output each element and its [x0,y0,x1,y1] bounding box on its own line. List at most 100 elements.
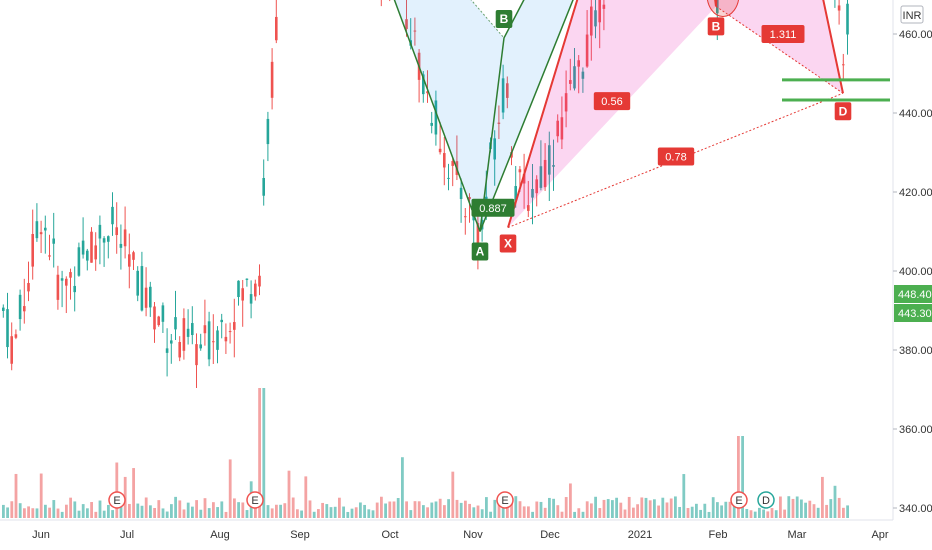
candle-body [476,223,480,244]
candle-body [153,306,156,330]
red-bcd-fill [716,0,843,94]
volume-bar [443,505,446,518]
volume-bar [699,509,702,518]
volume-bar [149,505,152,518]
candle-body [170,340,173,344]
candle-body [535,179,538,194]
volume-bar [737,436,740,518]
candle-body [590,6,593,36]
green-point-a: A [476,245,485,259]
volume-bar [233,498,236,518]
candle-body [598,0,601,23]
volume-bar [422,505,425,518]
candle-body [149,286,152,308]
volume-bar [569,483,572,518]
volume-bar [31,508,35,518]
volume-bar [384,503,387,518]
volume-bar [132,468,135,518]
volume-bar [275,504,278,518]
volume-bar [539,501,543,518]
green-ratio-label-bg [471,198,515,217]
candle-body [56,274,60,300]
volume-bar [804,502,807,518]
volume-bar [501,503,505,518]
volume-bar [161,508,165,518]
volume-bar [65,504,68,518]
volume-bar [627,496,631,518]
volume-bar [560,511,564,518]
volume-bar [342,506,345,518]
volume-bar [661,497,665,518]
candle-body [107,236,110,242]
volume-bar [842,507,845,518]
candle-body [602,4,606,9]
candle-body [199,344,202,349]
volume-bar [94,511,98,518]
volume-bar [426,507,429,518]
candle-body [216,330,219,350]
volume-bar [60,511,64,518]
candle-body [426,91,429,94]
volume-bar [598,508,602,518]
candle-body [531,188,534,198]
volume-bar [510,496,513,518]
y-tick-label: 400.00 [899,266,932,278]
volume-bar [585,501,589,518]
candle-body [241,288,244,301]
volume-bar [816,507,820,518]
candle-body [438,148,442,153]
volume-bar [783,509,786,518]
green-xb-dotted [470,0,505,39]
candle-body [506,83,509,98]
volume-bar [690,506,694,518]
event-marker-label: E [735,495,742,507]
volume-bar [464,500,467,518]
volume-bar [711,497,715,518]
red-ratio-label-bg [593,92,631,111]
green-ratio-label: 0.887 [479,203,507,215]
volume-bar [594,496,597,518]
green-point-b-bg [495,9,513,28]
volume-bar [644,497,648,518]
price-axis: 340.00 360.00 380.00 400.00 420.00 440.00 460.… [892,0,932,520]
candle-body [6,309,9,348]
b-point-highlight [707,0,739,17]
volume-bar [485,497,488,518]
candle-body [237,280,240,298]
volume-bar [182,509,186,518]
volume-bar [728,501,732,518]
volume-bar [514,496,518,518]
candle-body [144,287,148,308]
volume-bar [77,510,81,518]
currency-badge[interactable]: INR [900,5,924,24]
red-ratio-label: 0.56 [601,96,622,108]
volume-bar [195,500,198,518]
candle-body [115,227,118,236]
volume-bar [325,504,329,518]
volume-bar [338,497,341,518]
volume-bar [459,502,463,518]
volume-bar [237,502,240,518]
red-ratio-label-bg [657,147,695,166]
volume-bar [821,476,824,518]
volume-bar [497,504,501,518]
candle-body [245,278,249,280]
volume-bar [615,497,618,518]
volume-bar [35,508,39,518]
candle-body [157,316,160,326]
volume-bar [216,507,219,518]
red-ratio-label: 0.78 [665,151,686,163]
candle-body [581,71,585,79]
volume-bar [774,510,778,518]
candles [2,0,849,388]
volume-bar [27,506,30,518]
volume-bar [417,501,421,518]
candle-body [128,254,131,267]
red-point-x: X [504,237,512,251]
volume-bar [623,509,627,518]
volume-bar [682,474,686,518]
volume-bar [312,511,316,518]
volume-bar [825,504,828,518]
candle-body [430,122,433,126]
